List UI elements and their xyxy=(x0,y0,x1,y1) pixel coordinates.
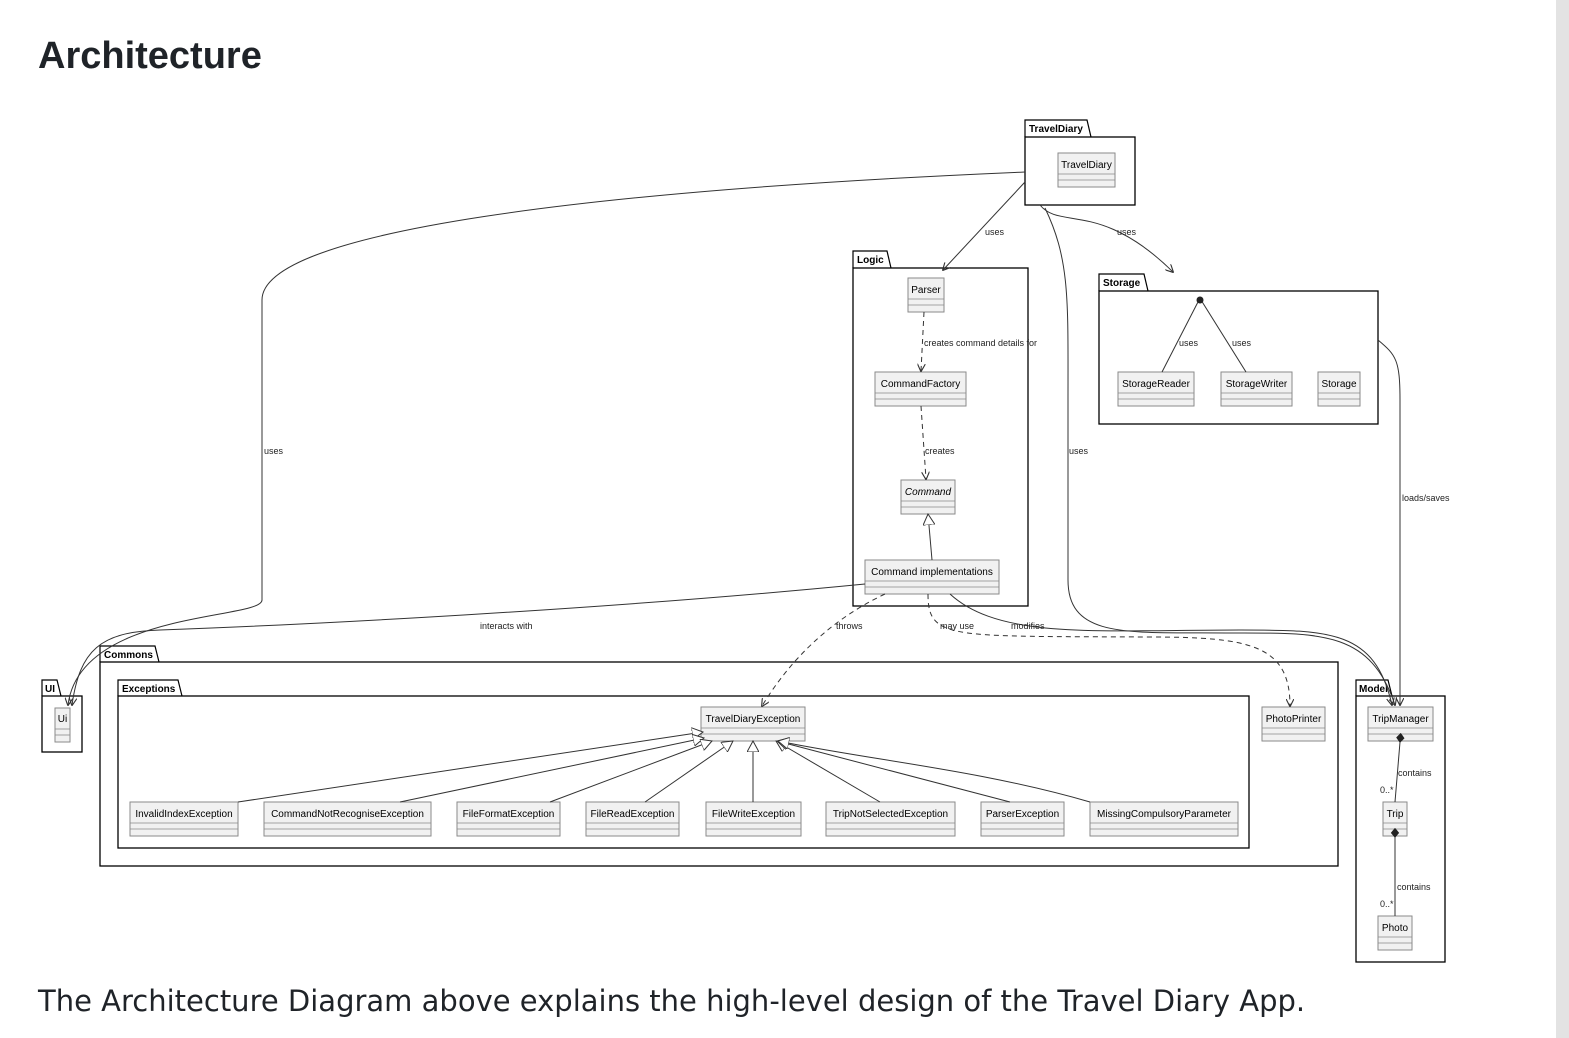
class-name: FileFormatException xyxy=(463,809,555,820)
edge-label: uses xyxy=(1232,338,1252,348)
class-parser: Parser xyxy=(907,277,945,313)
class-fileformatexception: FileFormatException xyxy=(456,801,561,837)
class-storagewriter: StorageWriter xyxy=(1220,371,1293,407)
class-ui: Ui xyxy=(54,707,71,743)
edge-parser-commandfactory xyxy=(921,311,924,371)
package-label: Exceptions xyxy=(122,684,176,695)
class-name: Storage xyxy=(1321,379,1356,390)
edge-parserexception-general xyxy=(777,741,1011,803)
package-label: Storage xyxy=(1103,278,1141,289)
edge-label: uses xyxy=(985,227,1005,237)
class-name: FileReadException xyxy=(591,809,675,820)
class-photoprinter: PhotoPrinter xyxy=(1261,706,1326,742)
edge-storagereader-storage xyxy=(1161,299,1200,373)
edge-label: 0..* xyxy=(1380,899,1394,909)
class-name: Ui xyxy=(58,714,67,725)
edge-label: interacts with xyxy=(480,621,533,631)
edge-label: creates command details for xyxy=(924,338,1037,348)
edge-fileformat-general xyxy=(549,741,712,803)
class-filewriteexception: FileWriteException xyxy=(705,801,802,837)
class-name: TripManager xyxy=(1372,714,1429,725)
edge-label: throws xyxy=(836,621,863,631)
page-scrollbar[interactable] xyxy=(1556,0,1569,1038)
class-command-implementations: Command implementations xyxy=(864,559,1000,595)
storage-junction xyxy=(1196,296,1204,304)
class-missingcompulsoryparameter: MissingCompulsoryParameter xyxy=(1089,801,1239,837)
edge-commandimpl-exception xyxy=(762,593,886,706)
package-label: Model xyxy=(1359,684,1388,695)
class-commandnotrecogniseexception: CommandNotRecogniseException xyxy=(263,801,432,837)
package-logic: Logic xyxy=(852,250,1029,607)
class-name: InvalidIndexException xyxy=(135,809,232,820)
edge-label: may use xyxy=(940,621,974,631)
edge-label: loads/saves xyxy=(1402,493,1450,503)
class-name: TravelDiaryException xyxy=(706,714,801,725)
page-title: Architecture xyxy=(38,35,262,77)
edge-commandimpl-photoprinter xyxy=(927,593,1290,706)
class-traveldiaryexception: TravelDiaryException xyxy=(700,706,806,742)
package-traveldiary: TravelDiary xyxy=(1024,119,1136,206)
edge-storagewriter-storage xyxy=(1200,299,1247,373)
package-label: TravelDiary xyxy=(1029,124,1083,135)
class-name: CommandNotRecogniseException xyxy=(271,809,424,820)
class-storagereader: StorageReader xyxy=(1117,371,1195,407)
class-name: Command xyxy=(905,487,952,498)
class-name: StorageWriter xyxy=(1226,379,1288,390)
edge-invalidindex-general xyxy=(237,732,703,803)
class-storage: Storage xyxy=(1317,371,1361,407)
edge-tripmanager-trip xyxy=(1394,732,1405,803)
edge-label: uses xyxy=(1179,338,1199,348)
class-trip: Trip xyxy=(1382,801,1408,837)
package-label: Commons xyxy=(104,650,153,661)
class-tripnotselectedexception: TripNotSelectedException xyxy=(825,801,956,837)
edge-commandimpl-model xyxy=(949,593,1392,705)
class-name: CommandFactory xyxy=(881,379,960,390)
class-traveldiary: TravelDiary xyxy=(1057,152,1116,188)
edge-missingparam-general xyxy=(778,741,1091,803)
class-invalidindexexception: InvalidIndexException xyxy=(129,801,239,837)
edge-traveldiary-storage xyxy=(1039,204,1173,272)
edge-label: 0..* xyxy=(1380,785,1394,795)
edge-commandimpl-ui xyxy=(72,583,866,705)
edge-tripnotselected-general xyxy=(776,741,881,803)
edge-label: contains xyxy=(1398,768,1432,778)
edge-commandfactory-command xyxy=(920,405,926,479)
edge-storage-model xyxy=(1377,339,1400,705)
edge-label: contains xyxy=(1397,882,1431,892)
class-photo: Photo xyxy=(1377,915,1413,951)
class-name: MissingCompulsoryParameter xyxy=(1097,809,1232,820)
diagram-caption: The Architecture Diagram above explains … xyxy=(38,984,1306,1018)
edge-commandimpl-command xyxy=(928,514,932,561)
package-label: Logic xyxy=(857,255,884,266)
class-tripmanager: TripManager xyxy=(1367,706,1434,742)
edge-label: uses xyxy=(1117,227,1137,237)
class-name: ParserException xyxy=(986,809,1059,820)
class-name: FileWriteException xyxy=(712,809,795,820)
edge-label: uses xyxy=(1069,446,1089,456)
class-name: PhotoPrinter xyxy=(1266,714,1322,725)
class-name: StorageReader xyxy=(1122,379,1190,390)
edge-traveldiary-model xyxy=(1044,207,1395,705)
package-label: UI xyxy=(45,684,55,695)
class-filereadexception: FileReadException xyxy=(585,801,680,837)
class-command: Command xyxy=(900,479,956,515)
class-name: TravelDiary xyxy=(1061,160,1112,171)
class-commandfactory: CommandFactory xyxy=(874,371,967,407)
edge-label: modifies xyxy=(1011,621,1045,631)
edge-fileread-general xyxy=(644,741,733,803)
class-name: TripNotSelectedException xyxy=(833,809,948,820)
class-name: Trip xyxy=(1387,809,1404,820)
architecture-diagram: TravelDiary Logic Storage Commons Except… xyxy=(41,119,1450,963)
edge-traveldiary-parser xyxy=(943,181,1026,270)
edge-label: uses xyxy=(264,446,284,456)
class-name: Command implementations xyxy=(871,567,993,578)
class-name: Photo xyxy=(1382,923,1409,934)
edge-label: creates xyxy=(925,446,955,456)
class-parserexception: ParserException xyxy=(980,801,1065,837)
edge-cmdnotrecognise-general xyxy=(399,738,704,803)
class-name: Parser xyxy=(911,285,941,296)
